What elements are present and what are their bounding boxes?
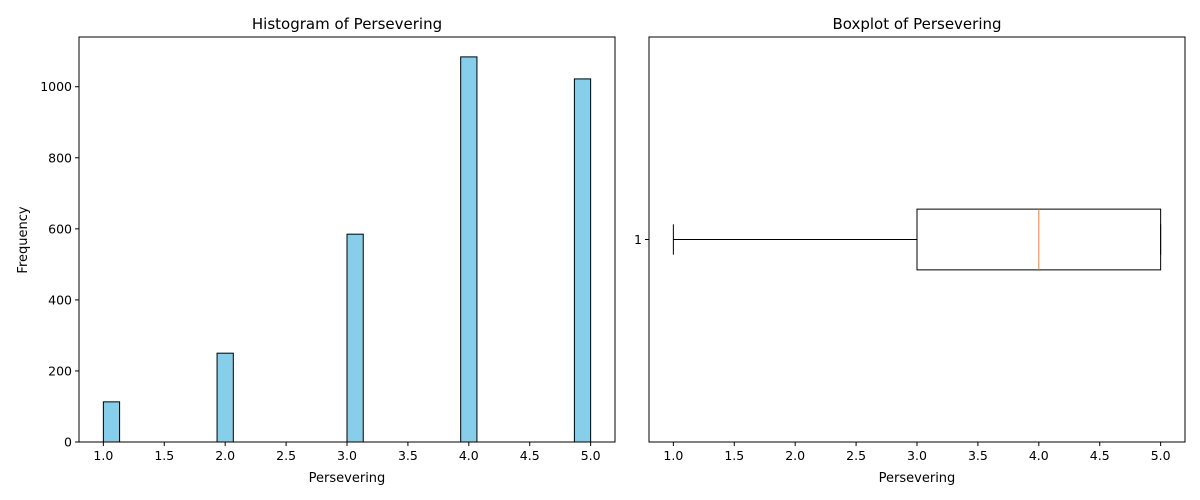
boxplot-marks xyxy=(672,208,1162,271)
boxplot-x-tick-label: 3.5 xyxy=(968,448,988,463)
boxplot-x-tick-label: 1.0 xyxy=(663,448,683,463)
histogram-bar xyxy=(102,401,121,443)
histogram-y-tick-label: 400 xyxy=(48,292,72,307)
boxplot-x-tick-label: 2.0 xyxy=(785,448,805,463)
histogram-y-tick-label: 1000 xyxy=(40,79,72,94)
boxplot-x-ticks: 1.0 1.5 2.0 2.5 3.0 3.5 4.0 4.5 5.0 xyxy=(663,442,1171,463)
boxplot-x-tick-label: 1.5 xyxy=(724,448,744,463)
boxplot-panel: Boxplot of Persevering 1.0 1.5 2.0 2.5 3.0 3.… xyxy=(634,15,1186,486)
histogram-panel: Histogram of Persevering 1.0 1.5 2.0 2.5 3.0… xyxy=(16,15,616,486)
histogram-x-tick-label: 3.0 xyxy=(337,448,357,463)
histogram-y-tick-label: 200 xyxy=(48,363,72,378)
histogram-x-tick-label: 1.0 xyxy=(93,448,113,463)
boxplot-x-tick-label: 3.0 xyxy=(907,448,927,463)
boxplot-x-tick-label: 2.5 xyxy=(846,448,866,463)
histogram-x-tick-label: 4.5 xyxy=(520,448,540,463)
histogram-bar xyxy=(216,352,234,443)
histogram-bar xyxy=(460,56,478,443)
histogram-x-tick-label: 2.0 xyxy=(215,448,235,463)
histogram-y-ticks: 0 200 400 600 800 1000 xyxy=(40,79,79,450)
histogram-x-ticks: 1.0 1.5 2.0 2.5 3.0 3.5 4.0 4.5 5.0 xyxy=(93,442,601,463)
histogram-x-tick-label: 4.0 xyxy=(459,448,479,463)
histogram-x-tick-label: 1.5 xyxy=(154,448,174,463)
histogram-bar xyxy=(346,233,364,443)
histogram-y-tick-label: 0 xyxy=(64,435,72,450)
boxplot-x-axis-label: Persevering xyxy=(879,471,956,486)
histogram-y-axis-label: Frequency xyxy=(16,206,31,273)
histogram-title: Histogram of Persevering xyxy=(252,15,442,33)
histogram-y-tick-label: 600 xyxy=(48,221,72,236)
boxplot-y-tick-label: 1 xyxy=(634,232,642,247)
boxplot-x-tick-label: 4.5 xyxy=(1090,448,1110,463)
histogram-x-tick-label: 5.0 xyxy=(581,448,601,463)
histogram-y-tick-label: 800 xyxy=(48,150,72,165)
histogram-bar xyxy=(573,78,592,443)
histogram-x-tick-label: 2.5 xyxy=(276,448,296,463)
histogram-x-tick-label: 3.5 xyxy=(398,448,418,463)
boxplot-title: Boxplot of Persevering xyxy=(832,15,1001,33)
boxplot-x-tick-label: 4.0 xyxy=(1029,448,1049,463)
histogram-x-axis-label: Persevering xyxy=(309,471,386,486)
boxplot-x-tick-label: 5.0 xyxy=(1151,448,1171,463)
boxplot-y-ticks: 1 xyxy=(634,232,649,247)
